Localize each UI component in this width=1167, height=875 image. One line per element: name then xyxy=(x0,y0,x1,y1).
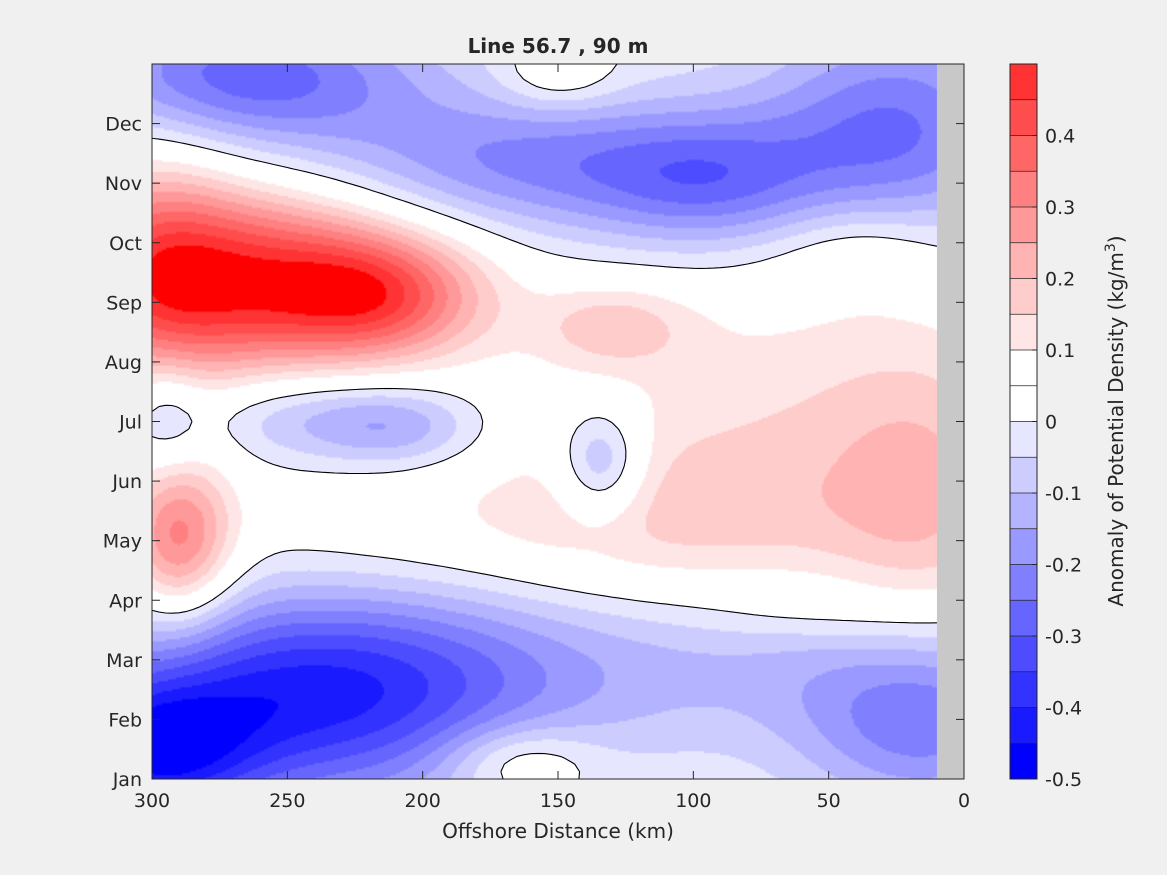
y-tick-label: Oct xyxy=(109,233,142,255)
colorbar-band xyxy=(1010,207,1037,243)
colorbar-band xyxy=(1010,385,1037,422)
plot-area: 300 250 200 150 100 50 0 Jan Feb Mar Apr May Jun Jul… xyxy=(103,63,970,812)
colorbar-tick-label: 0.1 xyxy=(1045,340,1075,362)
density-anomaly-field xyxy=(152,64,964,779)
colorbar-ticks: 0.4 0.3 0.2 0.1 0 -0.1 -0.2 -0.3 -0.4 -0.5 xyxy=(1032,126,1082,791)
colorbar-band xyxy=(1010,135,1037,172)
colorbar-band xyxy=(1010,242,1037,279)
y-tick-label: Sep xyxy=(106,292,142,314)
colorbar-label: Anomaly of Potential Density (kg/m3) xyxy=(1103,235,1128,606)
colorbar-band xyxy=(1010,64,1037,100)
colorbar-band xyxy=(1010,528,1037,565)
x-tick-label: 250 xyxy=(269,790,305,812)
colorbar-band xyxy=(1010,350,1037,386)
x-tick-label: 300 xyxy=(134,790,170,812)
x-tick-label: 200 xyxy=(405,790,441,812)
colorbar-tick-label: -0.3 xyxy=(1045,626,1082,648)
y-tick-label: Apr xyxy=(109,590,142,612)
x-tick-label: 50 xyxy=(817,790,841,812)
y-tick-label: Aug xyxy=(105,352,142,374)
y-tick-label: Dec xyxy=(105,114,142,136)
y-tick-label: Jun xyxy=(111,471,142,493)
colorbar-tick-label: -0.2 xyxy=(1045,555,1082,577)
colorbar-band xyxy=(1010,278,1037,315)
colorbar-tick-label: 0.3 xyxy=(1045,197,1075,219)
colorbar-tick-label: -0.5 xyxy=(1045,769,1082,791)
colorbar-tick-label: -0.4 xyxy=(1045,698,1082,720)
y-tick-label: May xyxy=(103,531,142,553)
colorbar-tick-label: 0.4 xyxy=(1045,126,1075,148)
y-tick-label: Jan xyxy=(112,769,142,791)
x-axis-ticks: 300 250 200 150 100 50 0 xyxy=(134,64,970,812)
colorbar-band xyxy=(1010,421,1037,458)
y-tick-label: Feb xyxy=(108,709,142,731)
zero-contour-lines xyxy=(152,64,964,779)
colorbar-band xyxy=(1010,457,1037,493)
colorbar-band xyxy=(1010,493,1037,529)
zero-contour xyxy=(152,64,964,779)
colorbar-band xyxy=(1010,600,1037,636)
colorbar-band xyxy=(1010,636,1037,672)
y-tick-label: Mar xyxy=(106,650,142,672)
colorbar-band xyxy=(1010,707,1037,744)
colorbar-tick-label: 0 xyxy=(1045,412,1057,434)
y-axis-ticks: Jan Feb Mar Apr May Jun Jul Aug Sep Oct Nov Dec xyxy=(103,114,964,791)
x-tick-label: 150 xyxy=(540,790,576,812)
y-tick-label: Jul xyxy=(118,412,142,434)
colorbar: 0.4 0.3 0.2 0.1 0 -0.1 -0.2 -0.3 -0.4 -0.5 Anomal… xyxy=(1009,63,1128,791)
colorbar-band xyxy=(1010,564,1037,601)
x-tick-label: 100 xyxy=(675,790,711,812)
colorbar-band xyxy=(1010,671,1037,708)
colorbar-band xyxy=(1010,314,1037,350)
colorbar-band xyxy=(1010,99,1037,136)
x-tick-label: 0 xyxy=(958,790,970,812)
chart-title: Line 56.7 , 90 m xyxy=(468,34,649,58)
x-axis-label: Offshore Distance (km) xyxy=(442,819,674,843)
y-tick-label: Nov xyxy=(105,173,142,195)
colorbar-tick-label: -0.1 xyxy=(1045,483,1082,505)
colorbar-band xyxy=(1010,171,1037,207)
colorbar-tick-label: 0.2 xyxy=(1045,269,1075,291)
colorbar-band xyxy=(1010,743,1037,779)
